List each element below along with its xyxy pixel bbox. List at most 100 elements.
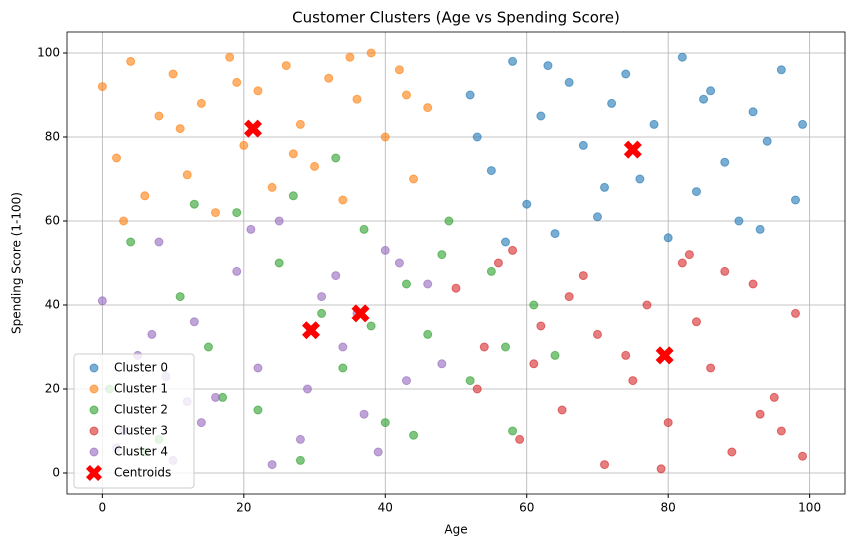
legend-label: Cluster 4 — [114, 445, 168, 459]
point — [642, 300, 652, 310]
point — [451, 283, 461, 293]
point — [232, 266, 242, 276]
point — [776, 65, 786, 75]
point — [409, 174, 419, 184]
point — [359, 224, 369, 234]
point — [465, 90, 475, 100]
point — [437, 250, 447, 260]
point — [699, 94, 709, 104]
point — [394, 65, 404, 75]
point — [465, 376, 475, 386]
legend-label: Centroids — [114, 466, 171, 480]
point — [317, 308, 327, 318]
point — [649, 119, 659, 129]
point — [691, 187, 701, 197]
point — [274, 216, 284, 226]
point — [401, 376, 411, 386]
point — [324, 73, 334, 83]
point — [253, 405, 263, 415]
point — [550, 350, 560, 360]
point — [281, 61, 291, 71]
point — [189, 317, 199, 327]
point — [140, 191, 150, 201]
point — [288, 191, 298, 201]
point — [331, 271, 341, 281]
point — [295, 119, 305, 129]
point — [189, 199, 199, 209]
point — [267, 460, 277, 470]
legend-marker — [89, 363, 99, 373]
centroid-marker — [302, 321, 321, 340]
point — [493, 258, 503, 268]
point — [295, 455, 305, 465]
point — [769, 392, 779, 402]
point — [147, 329, 157, 339]
point — [720, 157, 730, 167]
point — [621, 350, 631, 360]
point — [331, 153, 341, 163]
point — [232, 208, 242, 218]
point — [401, 279, 411, 289]
point — [529, 300, 539, 310]
point — [154, 111, 164, 121]
point — [755, 409, 765, 419]
point — [501, 237, 511, 247]
point — [175, 292, 185, 302]
x-tick-label: 20 — [236, 501, 251, 515]
point — [515, 434, 525, 444]
point — [600, 182, 610, 192]
legend-marker — [86, 465, 102, 481]
point — [126, 56, 136, 66]
point — [748, 107, 758, 117]
point — [663, 233, 673, 243]
point — [302, 384, 312, 394]
point — [798, 451, 808, 461]
point — [253, 363, 263, 373]
point — [295, 434, 305, 444]
x-tick-label: 60 — [519, 501, 534, 515]
point — [557, 405, 567, 415]
point — [380, 245, 390, 255]
point — [126, 237, 136, 247]
point — [288, 149, 298, 159]
y-tick-label: 40 — [45, 298, 60, 312]
point — [168, 69, 178, 79]
y-tick-label: 80 — [45, 130, 60, 144]
legend-marker — [89, 426, 99, 436]
point — [437, 359, 447, 369]
point — [182, 170, 192, 180]
centroid-marker — [623, 140, 642, 159]
centroid-marker — [655, 346, 674, 365]
point — [196, 418, 206, 428]
point — [211, 208, 221, 218]
legend-label: Cluster 2 — [114, 403, 168, 417]
legend-label: Cluster 3 — [114, 424, 168, 438]
point — [790, 195, 800, 205]
point — [578, 140, 588, 150]
point — [239, 140, 249, 150]
point — [536, 111, 546, 121]
point — [232, 77, 242, 87]
point — [628, 376, 638, 386]
legend-label: Cluster 1 — [114, 382, 168, 396]
x-axis-label: Age — [444, 523, 467, 537]
point — [543, 61, 553, 71]
y-axis-label: Spending Score (1-100) — [10, 192, 24, 334]
point — [578, 271, 588, 281]
point — [663, 418, 673, 428]
legend-marker — [89, 405, 99, 415]
point — [691, 317, 701, 327]
point — [522, 199, 532, 209]
point — [734, 216, 744, 226]
point — [380, 418, 390, 428]
point — [373, 447, 383, 457]
point — [267, 182, 277, 192]
y-tick-label: 0 — [52, 466, 60, 480]
point — [246, 224, 256, 234]
x-tick-label: 0 — [99, 501, 107, 515]
point — [253, 86, 263, 96]
point — [444, 216, 454, 226]
point — [508, 56, 518, 66]
point — [352, 94, 362, 104]
